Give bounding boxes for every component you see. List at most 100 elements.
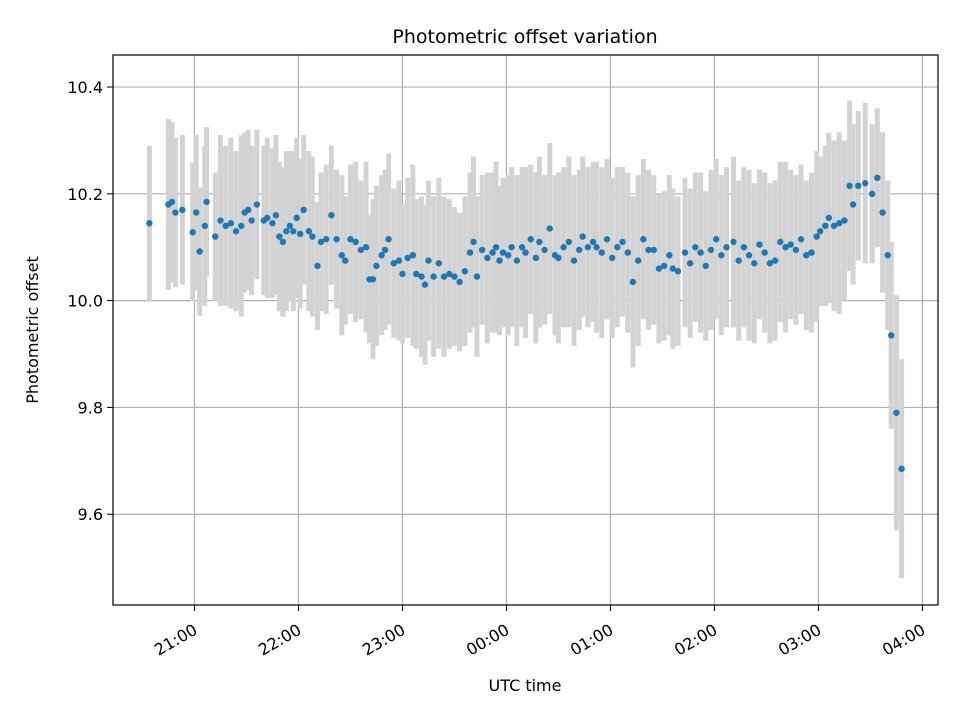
data-point	[362, 244, 370, 251]
x-tick-label: 01:00	[567, 620, 616, 660]
x-axis-title: UTC time	[489, 676, 562, 695]
data-point	[674, 268, 682, 275]
data-point	[813, 233, 820, 240]
data-point	[712, 236, 720, 243]
data-point	[413, 270, 420, 278]
data-point	[425, 257, 432, 264]
data-point	[409, 252, 417, 259]
data-point	[745, 252, 753, 259]
data-point	[825, 214, 833, 222]
data-point	[555, 254, 562, 262]
data-point	[293, 214, 300, 222]
data-point	[608, 254, 616, 262]
data-point	[655, 265, 663, 272]
data-point	[347, 236, 354, 243]
data-point	[718, 252, 725, 259]
data-point	[518, 244, 526, 251]
data-point	[499, 249, 507, 256]
data-point	[286, 222, 293, 230]
data-point	[756, 241, 763, 248]
y-tick-label: 10.0	[67, 292, 103, 311]
data-point	[238, 222, 245, 230]
data-point	[893, 409, 900, 416]
data-point	[430, 273, 437, 280]
data-point	[707, 246, 715, 254]
data-point	[399, 270, 406, 278]
data-point	[666, 252, 673, 259]
data-point	[570, 257, 578, 264]
data-point	[702, 262, 709, 270]
data-point	[378, 252, 385, 259]
y-axis-title: Photometric offset	[23, 256, 42, 404]
data-point	[390, 260, 397, 267]
data-point	[489, 249, 496, 256]
data-point	[862, 179, 869, 187]
data-point	[473, 273, 481, 280]
data-point	[395, 257, 403, 264]
x-tick-label: 00:00	[463, 620, 512, 660]
data-point	[309, 233, 316, 240]
data-point	[440, 273, 448, 280]
data-point	[421, 281, 429, 288]
y-tick-label: 10.4	[67, 78, 103, 97]
data-point	[172, 209, 179, 216]
data-point	[536, 238, 543, 246]
data-point	[478, 246, 486, 254]
data-point	[192, 209, 200, 216]
data-point	[640, 236, 647, 243]
data-point	[527, 236, 534, 243]
y-tick-label: 10.2	[67, 185, 103, 204]
data-point	[723, 244, 730, 251]
plot-frame	[112, 54, 939, 606]
data-point	[686, 260, 694, 267]
data-point	[352, 238, 359, 246]
x-tick-label: 02:00	[671, 620, 720, 660]
data-point	[418, 273, 425, 280]
data-point	[797, 236, 805, 243]
data-point	[751, 260, 758, 267]
data-point	[504, 252, 512, 259]
y-tick-label: 9.8	[78, 398, 103, 417]
data-point	[189, 229, 196, 236]
data-point	[593, 244, 600, 251]
x-tick-label: 23:00	[359, 620, 408, 660]
data-point	[884, 252, 891, 259]
data-point	[598, 249, 605, 256]
errorbar-layer	[146, 100, 905, 579]
data-point	[681, 249, 689, 256]
data-point	[513, 257, 521, 264]
data-point	[168, 198, 176, 206]
data-point	[898, 465, 905, 473]
data-point	[660, 262, 668, 270]
data-point	[836, 220, 843, 227]
data-point	[466, 249, 474, 256]
data-point	[492, 244, 500, 251]
x-axis-ticks: 21:00 22:00 23:00 00:00 01:00 02:00 03:00 04:00	[151, 605, 928, 660]
data-point	[222, 222, 229, 230]
x-tick-label: 21:00	[151, 620, 200, 660]
data-point	[808, 249, 815, 256]
data-point	[771, 257, 779, 264]
data-point	[787, 241, 794, 248]
data-point	[227, 220, 235, 227]
data-point	[314, 262, 321, 270]
data-point	[735, 257, 742, 264]
data-point	[879, 209, 886, 216]
data-point	[212, 233, 219, 240]
data-point	[822, 222, 829, 230]
data-point	[888, 332, 895, 339]
data-point	[579, 233, 586, 240]
data-point	[846, 182, 853, 190]
data-point	[541, 246, 548, 254]
data-point	[576, 246, 583, 254]
data-point	[508, 244, 515, 251]
data-point	[385, 236, 392, 243]
data-point	[201, 222, 209, 230]
data-point	[338, 252, 345, 259]
data-point	[446, 270, 453, 278]
data-point	[232, 228, 240, 235]
data-point	[584, 244, 592, 251]
data-point	[782, 244, 789, 251]
